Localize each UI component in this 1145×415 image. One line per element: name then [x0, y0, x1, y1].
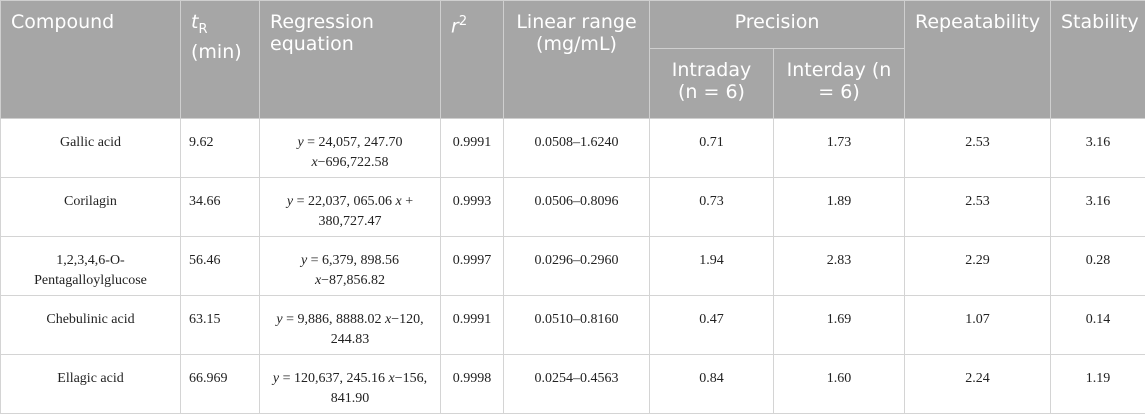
table-cell: 2.53 [904, 118, 1051, 178]
equation-part: x [385, 312, 392, 327]
table-cell: y = 22,037, 065.06 x + 380,727.47 [259, 177, 441, 237]
table-cell: 0.0510–0.8160 [503, 295, 650, 355]
equation-part: −696,722.58 [317, 155, 389, 170]
table-row: Ellagic acid 66.969 y = 120,637, 245.16 x−… [0, 354, 1145, 414]
table-cell: 0.9991 [440, 118, 504, 178]
header-cell: Precision [649, 0, 905, 49]
table-body: Gallic acid 9.62 y = 24,057, 247.70 x−696,… [0, 118, 1145, 414]
equation-part: = 6,379, 898.56 [307, 253, 400, 268]
equation-part: −156, 841.90 [330, 371, 428, 406]
table-cell: 1.60 [773, 354, 905, 414]
table-cell: 63.15 [180, 295, 260, 355]
header-text: (min) [191, 40, 242, 63]
header-cell: Regression equation [259, 0, 441, 119]
table-cell: Chebulinic acid [0, 295, 181, 355]
table-cell: 34.66 [180, 177, 260, 237]
table-cell: 1.89 [773, 177, 905, 237]
header-cell: Stability [1050, 0, 1145, 119]
table-cell: 0.9993 [440, 177, 504, 237]
header-cell: tR (min) [180, 0, 260, 119]
table-cell: 2.53 [904, 177, 1051, 237]
equation-part: = 9,886, 8888.02 [282, 312, 385, 327]
table-cell: 3.16 [1050, 118, 1145, 178]
table-cell: 0.73 [649, 177, 774, 237]
equation-part: x [395, 194, 402, 209]
table-cell: 0.14 [1050, 295, 1145, 355]
table-row: Gallic acid 9.62 y = 24,057, 247.70 x−696,… [0, 118, 1145, 178]
header-cell: Interday (n = 6) [773, 48, 905, 119]
equation-part: x [311, 155, 318, 170]
table-cell: 0.0254–0.4563 [503, 354, 650, 414]
table-cell: 66.969 [180, 354, 260, 414]
header-cell: Intraday (n = 6) [649, 48, 774, 119]
table-cell: y = 24,057, 247.70 x−696,722.58 [259, 118, 441, 178]
table-cell: 0.9998 [440, 354, 504, 414]
header-cell: Compound [0, 0, 181, 119]
table-cell: y = 9,886, 8888.02 x−120, 244.83 [259, 295, 441, 355]
table-cell: y = 6,379, 898.56 x−87,856.82 [259, 236, 441, 296]
table-row: 1,2,3,4,6-O-Pentagalloylglucose 56.46 y = … [0, 236, 1145, 296]
table-cell: 1,2,3,4,6-O-Pentagalloylglucose [0, 236, 181, 296]
equation-part: y [286, 194, 294, 209]
table-cell: 56.46 [180, 236, 260, 296]
table-cell: 0.0508–1.6240 [503, 118, 650, 178]
equation-part: y [297, 135, 304, 150]
equation-part: = 22,037, 065.06 [293, 194, 396, 209]
table-cell: 1.94 [649, 236, 774, 296]
header-text: 2 [458, 14, 468, 29]
equation-part: y [276, 312, 283, 327]
header-text: R [198, 21, 208, 37]
equation-part: x [314, 273, 322, 288]
header-cell: Repeatability [904, 0, 1051, 119]
table-cell: 3.16 [1050, 177, 1145, 237]
table-cell: 2.29 [904, 236, 1051, 296]
table-cell: 1.69 [773, 295, 905, 355]
table-cell: Corilagin [0, 177, 181, 237]
table-cell: 1.19 [1050, 354, 1145, 414]
table-cell: Gallic acid [0, 118, 181, 178]
table-cell: 0.0506–0.8096 [503, 177, 650, 237]
table-cell: 2.83 [773, 236, 905, 296]
equation-part: y [300, 253, 308, 268]
table-cell: 1.07 [904, 295, 1051, 355]
table-row: Chebulinic acid 63.15 y = 9,886, 8888.02 x… [0, 295, 1145, 355]
equation-part: x [388, 371, 395, 386]
table-cell: 9.62 [180, 118, 260, 178]
table-cell: 0.47 [649, 295, 774, 355]
table-cell: y = 120,637, 245.16 x−156, 841.90 [259, 354, 441, 414]
table-cell: 0.0296–0.2960 [503, 236, 650, 296]
equation-part: y [272, 371, 280, 386]
equation-part: + 380,727.47 [318, 194, 414, 229]
header-cell: Linear range (mg/mL) [503, 0, 650, 119]
header-text: r [451, 15, 459, 38]
table-row: Corilagin 34.66 y = 22,037, 065.06 x + 380… [0, 177, 1145, 237]
table-cell: 2.24 [904, 354, 1051, 414]
table-cell: 0.84 [649, 354, 774, 414]
equation-part: −87,856.82 [321, 273, 386, 288]
header-cell: r2 [440, 0, 504, 119]
table-cell: 0.9991 [440, 295, 504, 355]
header-text: t [191, 11, 199, 33]
table-cell: 0.9997 [440, 236, 504, 296]
equation-part: = 120,637, 245.16 [279, 371, 389, 386]
table-cell: 1.73 [773, 118, 905, 178]
table-cell: 0.71 [649, 118, 774, 178]
equation-part: −120, 244.83 [330, 312, 424, 347]
table-cell: 0.28 [1050, 236, 1145, 296]
table-cell: Ellagic acid [0, 354, 181, 414]
equation-part: = 24,057, 247.70 [303, 135, 403, 150]
